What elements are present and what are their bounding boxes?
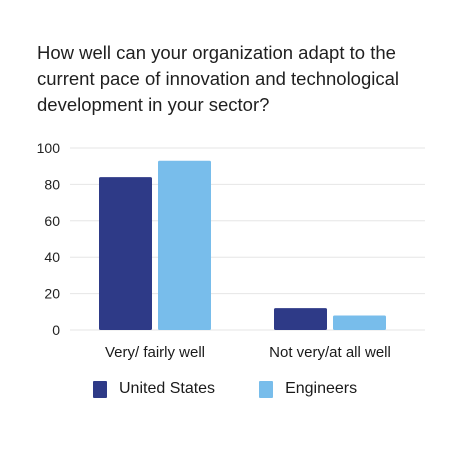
bar-engineers-0 <box>158 160 211 330</box>
chart-title: How well can your organization adapt to … <box>37 42 400 115</box>
y-tick-label: 0 <box>52 322 60 338</box>
x-category-label: Not very/at all well <box>269 344 391 361</box>
bar-united-states-1 <box>274 308 327 330</box>
y-tick-label: 40 <box>44 249 60 265</box>
legend: United States Engineers <box>93 380 401 398</box>
bars <box>99 160 386 330</box>
legend-item-united-states: United States <box>93 380 215 398</box>
bar-united-states-0 <box>99 177 152 330</box>
y-tick-label: 20 <box>44 286 60 302</box>
x-category-label: Very/ fairly well <box>105 344 205 361</box>
legend-swatch-united-states <box>93 380 107 398</box>
y-tick-label: 100 <box>37 140 61 156</box>
y-axis-ticks: 0 20 40 60 80 100 <box>37 140 61 338</box>
y-tick-label: 60 <box>44 213 60 229</box>
bar-engineers-1 <box>333 315 386 330</box>
legend-label-united-states: United States <box>119 380 216 397</box>
legend-item-engineers: Engineers <box>259 380 357 398</box>
legend-swatch-engineers <box>259 380 274 398</box>
x-axis-labels: Very/ fairly well Not very/at all well <box>105 344 391 361</box>
y-tick-label: 80 <box>44 176 60 192</box>
legend-label-engineers: Engineers <box>285 380 358 397</box>
